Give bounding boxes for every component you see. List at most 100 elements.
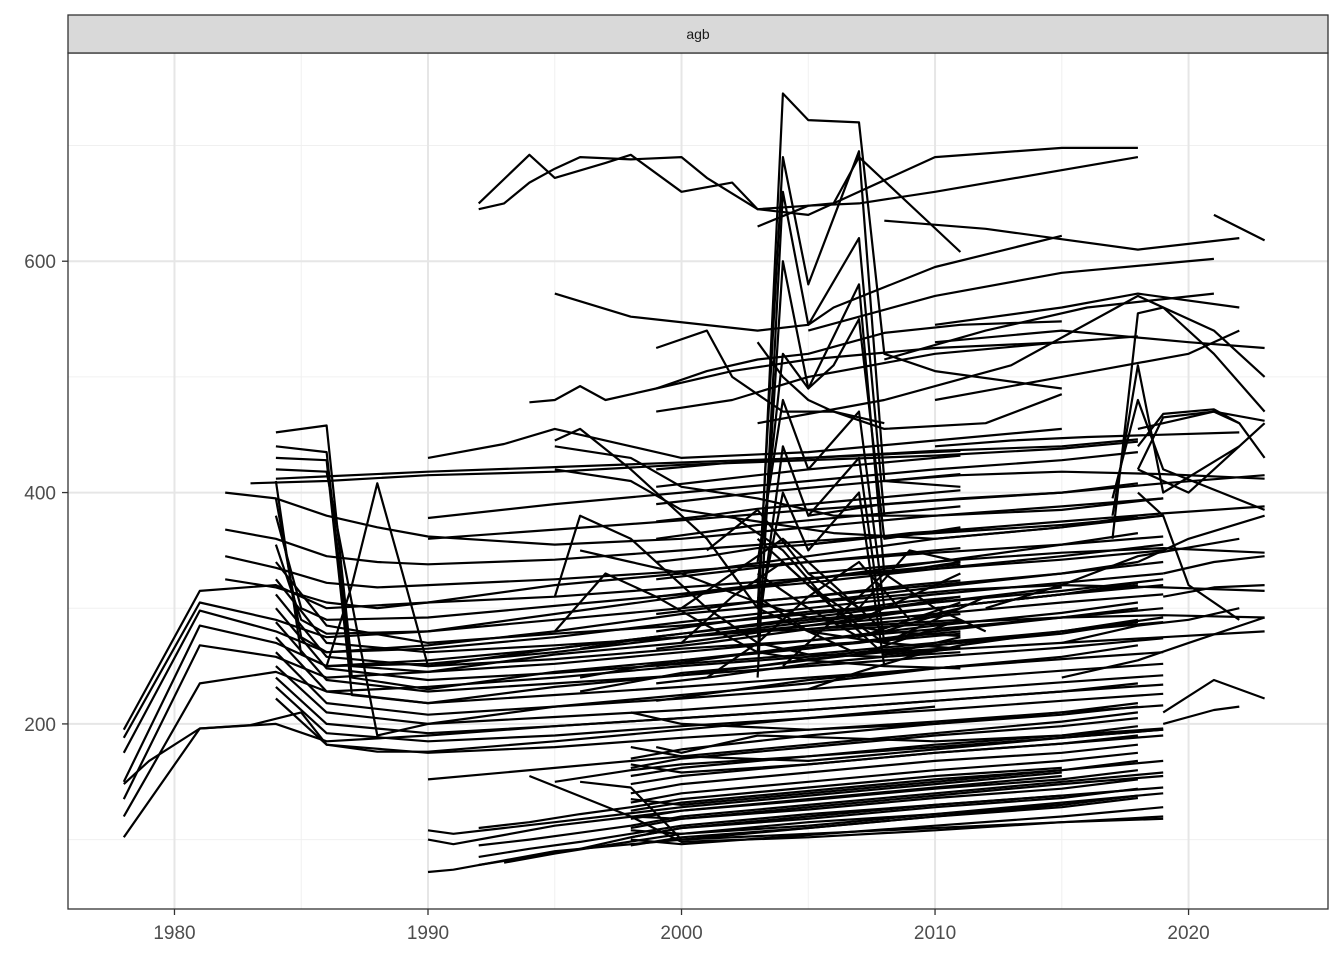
series-line-141 — [884, 470, 1265, 483]
series-line-121 — [656, 505, 961, 540]
series-line-120 — [656, 665, 961, 702]
series-line-146 — [1061, 616, 1265, 679]
series-line-83 — [630, 769, 1139, 820]
series-line-33 — [275, 438, 1138, 480]
series-layer — [122, 92, 1266, 874]
series-line-101 — [528, 774, 1164, 844]
series-line-66 — [757, 294, 1266, 425]
series-line-10 — [225, 514, 1164, 566]
series-line-104 — [554, 468, 1164, 540]
series-line-47 — [656, 341, 1062, 413]
series-line-133 — [756, 595, 961, 656]
series-line-80 — [630, 743, 1139, 795]
series-line-103 — [554, 445, 1164, 517]
series-line-140 — [808, 614, 1265, 633]
series-line-52 — [756, 260, 961, 655]
series-line-48 — [655, 335, 1138, 390]
series-line-81 — [630, 751, 1139, 804]
series-line-31 — [275, 686, 1164, 743]
series-line-124 — [656, 454, 961, 488]
series-line-29 — [275, 676, 1164, 735]
x-tick-label: 1980 — [153, 923, 195, 944]
axis-layer: 1980 1990 2000 2010 2020 200 400 600 — [24, 252, 1209, 944]
series-line-128 — [706, 508, 961, 610]
series-line-91 — [630, 759, 1164, 807]
series-line-89 — [554, 728, 1164, 783]
series-line-38 — [427, 711, 1139, 781]
series-line-42 — [478, 146, 1138, 216]
series-line-45 — [529, 320, 1062, 404]
series-line-147 — [1137, 422, 1266, 494]
facet-strip-label: agb — [686, 26, 710, 42]
series-line-43 — [477, 153, 1139, 211]
x-tick-label: 2000 — [660, 923, 702, 944]
y-tick-label: 200 — [24, 715, 56, 736]
series-line-60 — [934, 292, 1240, 326]
series-line-9 — [225, 491, 1164, 546]
series-line-122 — [656, 489, 961, 523]
series-line-75 — [1162, 705, 1240, 725]
series-line-32 — [325, 482, 1062, 668]
series-line-21 — [275, 561, 1164, 645]
series-line-51 — [756, 190, 886, 678]
series-line-57 — [756, 341, 885, 425]
series-line-84 — [630, 778, 1139, 830]
series-line-145 — [1061, 607, 1240, 644]
series-line-23 — [275, 593, 1164, 668]
series-line-8 — [123, 705, 936, 785]
series-line-132 — [756, 572, 961, 639]
series-line-34 — [250, 440, 1138, 485]
series-line-148 — [1137, 514, 1265, 564]
series-line-134 — [782, 572, 987, 667]
series-line-97 — [478, 766, 1062, 830]
series-line-63 — [808, 257, 1215, 332]
series-line-59 — [884, 219, 1240, 251]
series-line-39 — [427, 771, 1062, 835]
series-line-74 — [1162, 678, 1265, 714]
series-line-143 — [934, 431, 1240, 448]
series-line-118 — [656, 630, 961, 668]
series-line-144 — [985, 537, 1240, 610]
series-line-96 — [478, 771, 1164, 847]
series-line-72 — [1137, 410, 1266, 459]
series-line-61 — [934, 329, 1265, 350]
series-line-126 — [680, 537, 961, 633]
series-line-15 — [275, 456, 1139, 705]
series-line-62 — [934, 329, 1240, 402]
series-line-40 — [427, 774, 1062, 846]
series-line-25 — [275, 621, 1164, 693]
series-line-26 — [275, 636, 1164, 705]
series-line-46 — [655, 329, 1063, 430]
facet-strip — [67, 14, 1329, 54]
series-line-58 — [757, 156, 962, 253]
series-line-67 — [1111, 306, 1266, 539]
series-line-53 — [756, 318, 961, 586]
y-tick-label: 600 — [24, 252, 56, 273]
series-line-93 — [630, 792, 1164, 835]
series-line-131 — [756, 537, 961, 621]
series-line-64 — [1213, 213, 1266, 242]
series-line-102 — [655, 727, 1164, 754]
series-line-56 — [756, 491, 886, 667]
series-line-70 — [1136, 410, 1265, 470]
series-line-150 — [1163, 584, 1265, 598]
series-line-130 — [731, 514, 987, 645]
series-line-14 — [275, 445, 1139, 691]
series-line-36 — [427, 451, 1139, 520]
series-line-11 — [224, 535, 1164, 589]
series-line-125 — [656, 449, 961, 471]
series-line-50 — [756, 150, 961, 609]
series-line-35 — [427, 427, 1062, 459]
series-line-49 — [756, 92, 1062, 632]
series-line-111 — [579, 646, 961, 693]
x-tick-label: 1990 — [407, 923, 449, 944]
series-line-16 — [275, 468, 1139, 737]
series-line-28 — [275, 665, 1164, 726]
series-line-19 — [274, 515, 1164, 621]
series-line-139 — [808, 583, 1265, 604]
series-line-87 — [630, 705, 1139, 731]
series-line-24 — [275, 607, 1164, 682]
y-tick-label: 400 — [24, 484, 56, 505]
